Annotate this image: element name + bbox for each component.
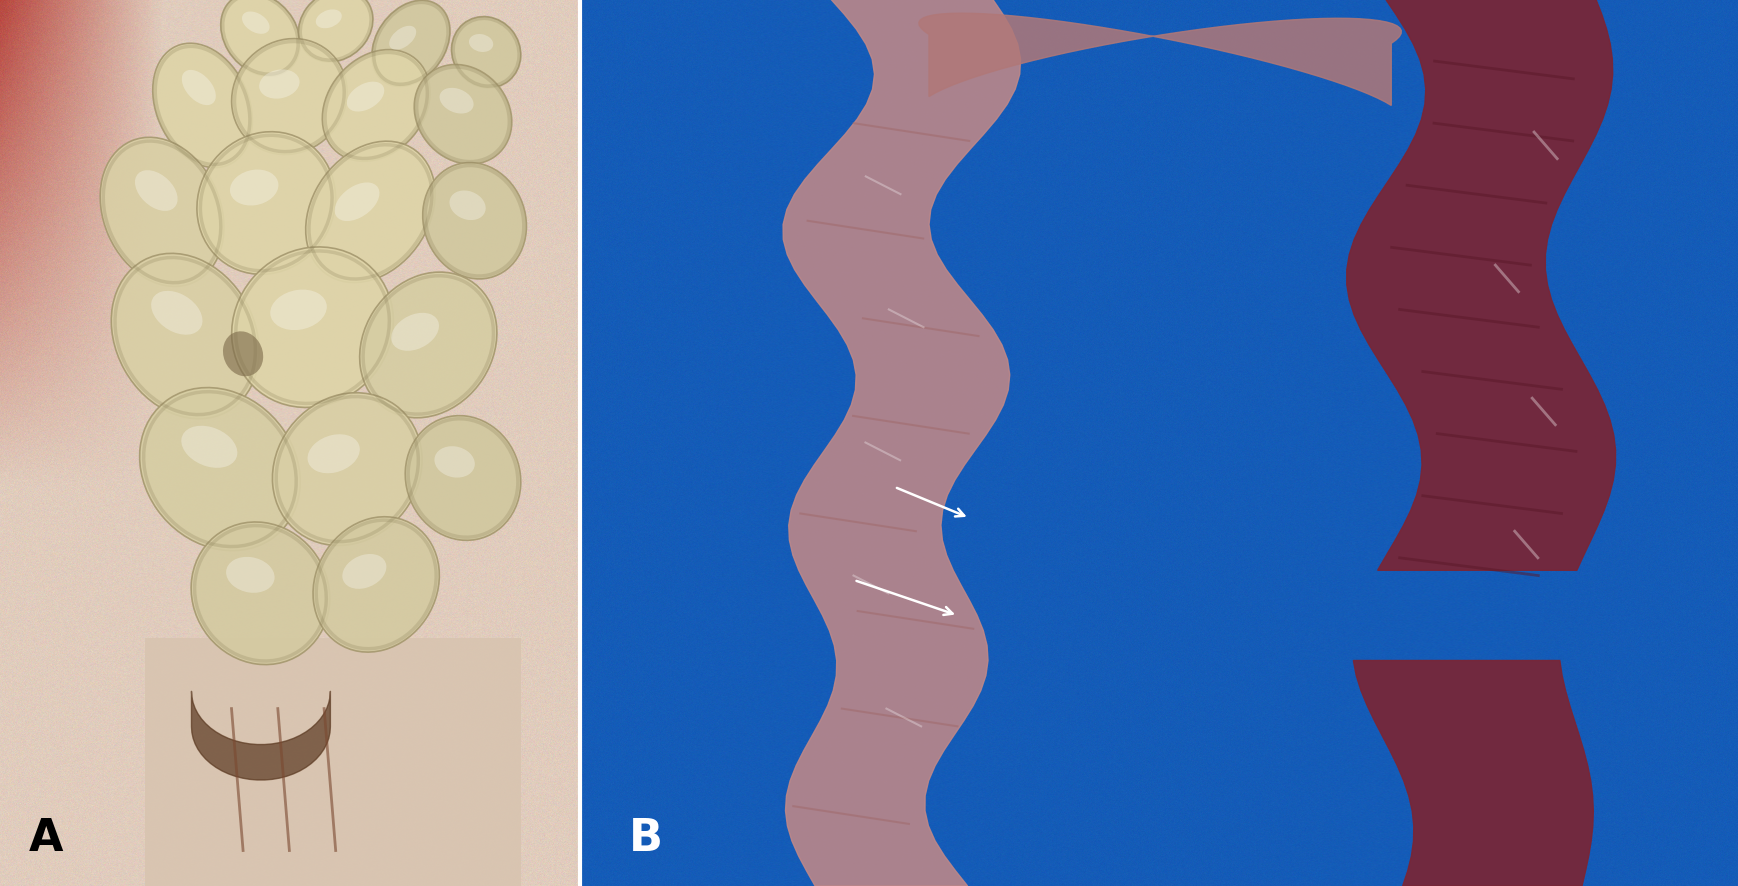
- Ellipse shape: [196, 133, 335, 275]
- Ellipse shape: [452, 18, 521, 89]
- Polygon shape: [1347, 0, 1616, 571]
- Ellipse shape: [299, 0, 374, 63]
- Ellipse shape: [440, 89, 473, 114]
- Ellipse shape: [450, 191, 485, 221]
- Text: A: A: [30, 817, 64, 859]
- Ellipse shape: [182, 71, 216, 106]
- Ellipse shape: [259, 70, 299, 99]
- Ellipse shape: [229, 170, 278, 206]
- Ellipse shape: [360, 273, 497, 418]
- Polygon shape: [1354, 661, 1594, 886]
- FancyBboxPatch shape: [144, 638, 521, 886]
- Ellipse shape: [111, 254, 259, 419]
- Ellipse shape: [231, 40, 348, 155]
- Ellipse shape: [221, 0, 301, 77]
- Ellipse shape: [191, 523, 330, 664]
- Ellipse shape: [231, 248, 393, 408]
- Ellipse shape: [348, 82, 384, 113]
- Ellipse shape: [469, 35, 494, 53]
- Ellipse shape: [273, 393, 422, 546]
- Ellipse shape: [342, 555, 386, 589]
- Ellipse shape: [308, 435, 360, 474]
- Ellipse shape: [316, 11, 342, 29]
- Ellipse shape: [181, 426, 238, 469]
- Ellipse shape: [226, 557, 275, 593]
- Ellipse shape: [101, 138, 224, 287]
- Ellipse shape: [434, 447, 474, 478]
- Polygon shape: [919, 14, 1401, 106]
- Ellipse shape: [222, 332, 262, 377]
- Ellipse shape: [405, 416, 521, 540]
- Ellipse shape: [139, 388, 301, 551]
- Ellipse shape: [391, 314, 440, 352]
- Ellipse shape: [306, 142, 434, 284]
- Ellipse shape: [322, 51, 429, 162]
- Text: B: B: [629, 817, 662, 859]
- Polygon shape: [784, 0, 1020, 886]
- Ellipse shape: [136, 171, 177, 212]
- Ellipse shape: [151, 291, 202, 335]
- Ellipse shape: [372, 1, 450, 88]
- Ellipse shape: [422, 163, 527, 280]
- Ellipse shape: [313, 517, 440, 652]
- Ellipse shape: [414, 66, 511, 165]
- Ellipse shape: [153, 44, 252, 168]
- Ellipse shape: [242, 12, 269, 35]
- Ellipse shape: [269, 291, 327, 330]
- Ellipse shape: [389, 27, 415, 51]
- Ellipse shape: [335, 183, 379, 222]
